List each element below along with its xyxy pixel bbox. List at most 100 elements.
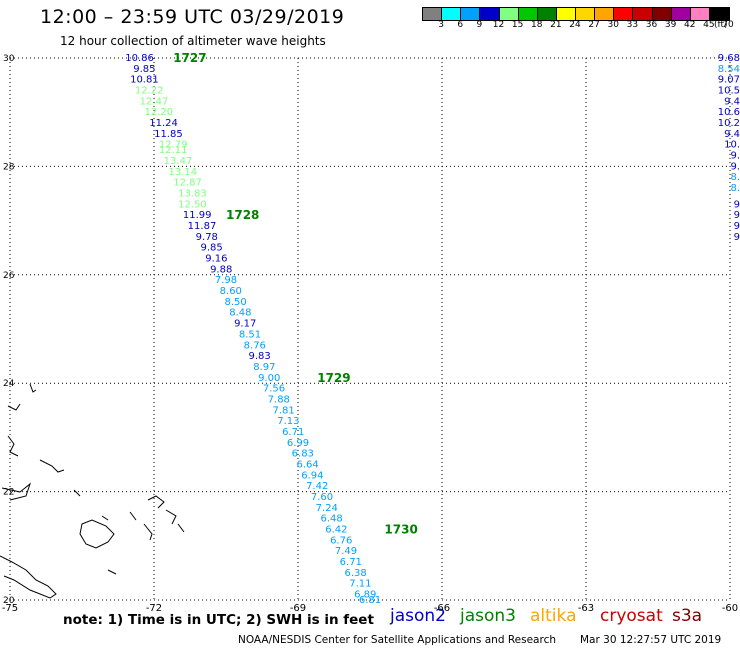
legend-tick-label: 12 xyxy=(492,20,505,30)
legend-swatch xyxy=(652,8,672,20)
lat-tick-label: 24 xyxy=(3,379,15,389)
legend-swatch xyxy=(556,8,576,20)
legend-tick-label: 30 xyxy=(607,20,619,30)
island-outline xyxy=(0,555,57,599)
swh-point-label: 8.50 xyxy=(224,297,246,308)
pass-time-label: 1730 xyxy=(384,523,417,537)
axis-tick-labels: -75 -72 -69 -66 -63 -60 20 22 24 26 28 30 xyxy=(2,54,738,614)
swh-point-label: 7.81 xyxy=(272,405,294,416)
lat-lon-grid xyxy=(9,57,731,601)
swh-point-label: 9.78 xyxy=(196,232,218,243)
lat-tick-label: 28 xyxy=(3,162,15,172)
legend-swatch xyxy=(499,8,519,20)
swh-point-label: 11.24 xyxy=(149,118,178,129)
swh-point-label: 7.11 xyxy=(349,579,371,590)
legend-swatch xyxy=(595,8,615,20)
island-outline xyxy=(29,383,37,393)
legend-swatch xyxy=(671,8,691,20)
swh-point-label: 9.00 xyxy=(258,373,280,384)
legend-tick-label: 27 xyxy=(588,20,600,30)
swh-point-label: 8.97 xyxy=(253,362,275,373)
legend-tick-label: 42 xyxy=(684,20,696,30)
color-legend xyxy=(422,7,730,21)
lon-tick-label: -66 xyxy=(434,603,450,614)
swh-point-label: 9.68 xyxy=(718,53,740,64)
legend-tick-label: 15 xyxy=(511,20,524,30)
legend-swatch xyxy=(461,8,481,20)
swh-point-label: 8.60 xyxy=(220,286,242,297)
swh-point-label: 9. xyxy=(730,161,740,172)
swh-point-label: 6.48 xyxy=(320,514,342,525)
swh-point-label: 8. xyxy=(730,183,740,194)
swh-point-label: 9.4 xyxy=(724,129,740,140)
satellite-name: jason3 xyxy=(460,606,516,626)
swh-point-label: 7.98 xyxy=(215,275,237,286)
island-outline xyxy=(7,435,19,457)
island-outline xyxy=(7,403,21,411)
swh-point-label: 12.11 xyxy=(159,145,188,156)
swh-point-label: 7.88 xyxy=(268,394,290,405)
island-outline xyxy=(73,489,81,497)
lon-tick-label: -60 xyxy=(722,603,738,614)
wave-height-points: 10.869.8510.8112.2212.4712.2011.2411.851… xyxy=(125,53,740,606)
map-title: 12:00 – 23:59 UTC 03/29/2019 xyxy=(40,6,345,28)
island-outline xyxy=(101,515,109,521)
swh-point-label: 12.50 xyxy=(178,199,207,210)
swh-point-label: 12.22 xyxy=(135,86,164,97)
footer-note: note: 1) Time is in UTC; 2) SWH is in fe… xyxy=(63,612,374,628)
swh-point-label: 6.83 xyxy=(292,449,314,460)
legend-tick-label: 9 xyxy=(476,20,483,30)
island-outline xyxy=(1,482,32,501)
legend-swatch xyxy=(480,8,500,20)
legend-swatch xyxy=(537,8,557,20)
swh-point-label: 8. xyxy=(730,172,740,183)
legend-swatch xyxy=(423,8,443,20)
legend-tick-label: 3 xyxy=(438,20,444,30)
swh-point-label: 9 xyxy=(734,210,740,221)
lat-tick-label: 22 xyxy=(3,488,14,498)
swh-point-label: 12.87 xyxy=(173,178,202,189)
swh-point-label: 9.85 xyxy=(200,243,222,254)
swh-point-label: 9.85 xyxy=(133,64,155,75)
swh-point-label: 11.85 xyxy=(154,129,183,140)
swh-point-label: 6.76 xyxy=(330,535,352,546)
swh-point-label: 8.51 xyxy=(239,329,261,340)
swh-point-label: 10. xyxy=(724,140,740,151)
pass-time-label: 1727 xyxy=(173,51,206,65)
swh-point-label: 9.88 xyxy=(210,264,232,275)
swh-point-label: 7.60 xyxy=(311,492,333,503)
swh-point-label: 6.71 xyxy=(282,427,304,438)
swh-point-label: 7.24 xyxy=(316,503,338,514)
island-outline xyxy=(107,569,117,575)
swh-point-label: 6.81 xyxy=(359,595,381,606)
swh-point-label: 6.42 xyxy=(325,525,347,536)
swh-point-label: 12.20 xyxy=(144,107,173,118)
swh-point-label: 12.79 xyxy=(159,140,188,151)
map-subtitle: 12 hour collection of altimeter wave hei… xyxy=(60,34,326,48)
lon-tick-label: -69 xyxy=(290,603,306,614)
legend-swatch xyxy=(614,8,634,20)
swh-point-label: 7.56 xyxy=(263,384,285,395)
legend-swatch xyxy=(518,8,538,20)
island-outline xyxy=(177,523,185,533)
lon-tick-label: -63 xyxy=(578,603,594,614)
swh-point-label: 11.87 xyxy=(188,221,217,232)
credit-line: NOAA/NESDIS Center for Satellite Applica… xyxy=(238,634,556,646)
island-outline xyxy=(39,459,65,473)
legend-tick-label: 24 xyxy=(569,20,581,30)
swh-point-label: 9.07 xyxy=(718,75,740,86)
swh-point-label: 10.81 xyxy=(130,75,159,86)
generated-timestamp: Mar 30 12:27:57 UTC 2019 xyxy=(580,634,722,646)
pass-time-labels: 1727 1728 1729 1730 xyxy=(173,51,418,537)
swh-point-label: 8.54 xyxy=(718,64,740,75)
satellite-name: jason2 xyxy=(390,606,446,626)
swh-point-label: 6.94 xyxy=(301,470,323,481)
island-outline xyxy=(143,523,153,541)
swh-point-label: 8.48 xyxy=(229,308,251,319)
satellite-name: s3a xyxy=(672,606,703,626)
legend-tick-label: 36 xyxy=(645,20,658,30)
legend-tick-label: 6 xyxy=(457,20,464,30)
swh-point-label: 10.5 xyxy=(718,86,740,97)
swh-point-label: 11.99 xyxy=(183,210,212,221)
